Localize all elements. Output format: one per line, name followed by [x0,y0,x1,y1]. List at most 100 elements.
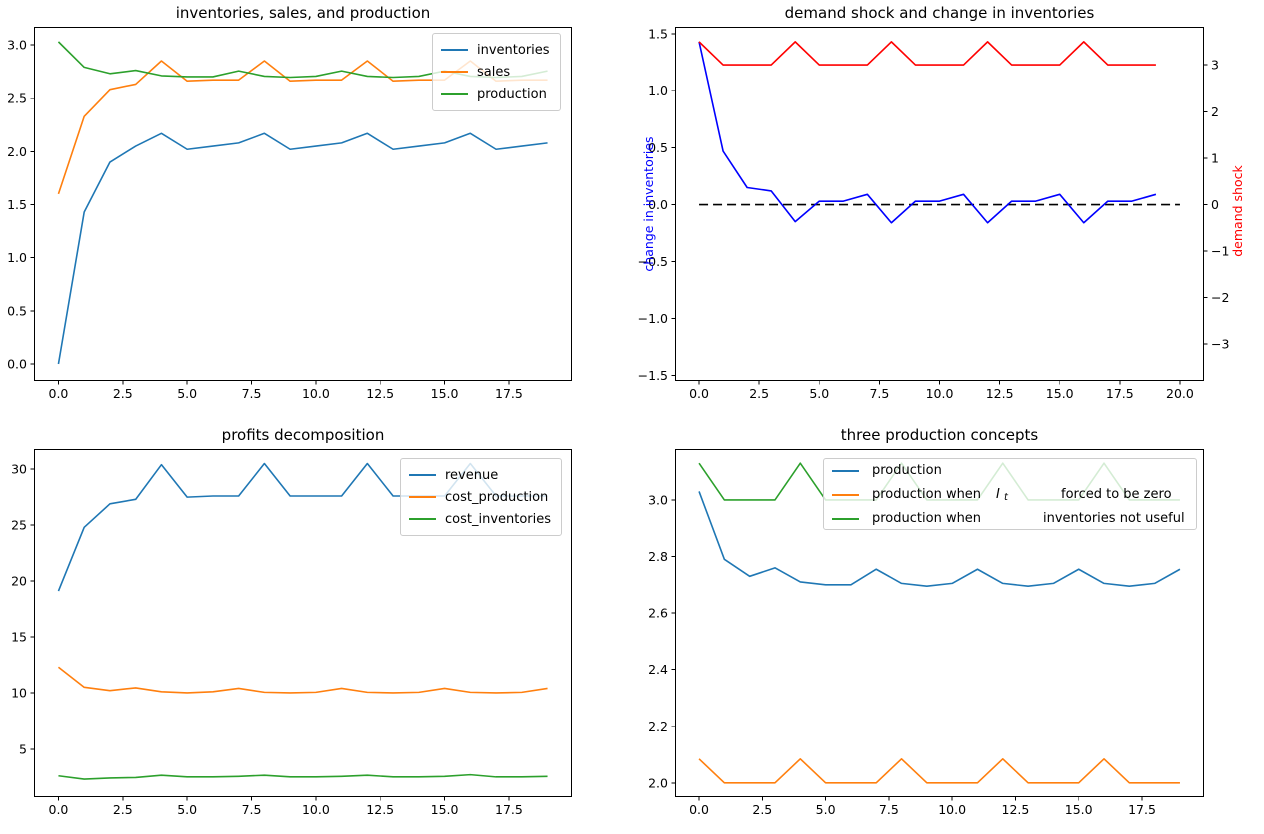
x-tick-label: 17.5 [1106,386,1134,401]
y-tick-label: 2.0 [648,775,668,790]
x-tick-label: 5.0 [177,386,197,401]
chart-title-three-production-concepts: three production concepts [840,426,1039,444]
legend-label: production when [872,511,982,526]
legend-label: production when [872,487,982,502]
x-tick-label: 10.0 [938,802,966,817]
x-tick-label: 0.0 [689,386,709,401]
legend-math-t: t [1004,492,1008,503]
series-inventories [57,132,548,365]
x-tick-label: 2.5 [113,386,133,401]
legend-line-sample [441,93,468,95]
y-tick-label: 1.5 [648,26,668,41]
legend-label: inventories not useful [1043,511,1185,526]
y-tick-label: 2.4 [648,662,668,677]
x-tick-label: 15.0 [1046,386,1074,401]
y-tick-label: 0.5 [7,303,27,318]
legend-line-sample [832,518,859,520]
x-tick-label: 2.5 [113,802,133,817]
legend-label: sales [477,64,511,80]
x-tick-label: 15.0 [431,802,459,817]
legend-label: forced to be zero [1061,487,1172,502]
x-tick-label: 7.5 [879,802,899,817]
chart-demand-shock-change-inventories: 0.0 2.5 5.0 7.5 10.0 12.5 15.0 17.5 20.0 −1.5 −1.0… [638,26,1230,401]
x-tick-label: 7.5 [242,386,262,401]
legend-inventories-sales-production: inventories sales production [432,33,561,111]
y-tick-label: 2.6 [648,606,668,621]
x-tick-label: 5.0 [816,802,836,817]
x-tick-label: 20.0 [1166,386,1194,401]
legend-label: production [872,463,942,478]
axes-frame [675,449,1204,797]
x-tick-label: 12.5 [366,802,394,817]
right-y-tick-label: 0 [1211,197,1219,212]
y-tick-label: 1.0 [648,83,668,98]
y-tick-label: 10 [11,685,27,700]
x-tick-label: 10.0 [926,386,954,401]
legend-item-production: production [441,83,550,105]
y-tick-label: 20 [11,574,27,589]
axes-frame [34,27,572,381]
y-tick-label: 30 [11,462,27,477]
legend-line-sample [832,470,859,472]
right-y-tick-label: 3 [1211,58,1219,73]
x-tick-label: 17.5 [495,386,523,401]
y-axis-label-demand-shock: demand shock [1230,165,1245,257]
chart-three-production-concepts: 0.0 2.5 5.0 7.5 10.0 12.5 15.0 17.5 2.0 2.2 2.4 2.6… [648,449,1204,817]
y-tick-label: 5 [19,741,27,756]
axes-frame [675,27,1204,381]
legend-label: cost_production [445,489,549,505]
legend-math-I: I [996,487,1000,502]
series-production-when-i-t-forced-to-be-zero [698,757,1180,784]
x-tick-label: 0.0 [689,802,709,817]
legend-line-sample [441,49,468,51]
y-tick-label: −1.5 [638,368,668,383]
chart-title-inventories-sales-production: inventories, sales, and production [175,4,431,22]
legend-item-cost-production: cost_production [409,486,551,508]
y-tick-label: −0.5 [638,254,668,269]
y-tick-label: 2.8 [648,549,668,564]
y-tick-label: 3.0 [648,492,668,507]
y-tick-label: 1.0 [7,250,27,265]
legend-item-revenue: revenue [409,464,551,486]
x-tick-label: 10.0 [302,386,330,401]
x-tick-label: 0.0 [49,802,69,817]
x-tick-label: 7.5 [869,386,889,401]
x-tick-label: 17.5 [1128,802,1156,817]
x-tick-label: 0.0 [49,386,69,401]
x-tick-label: 7.5 [242,802,262,817]
series-cost-inventories [58,773,548,780]
x-tick-label: 15.0 [1065,802,1093,817]
x-tick-label: 2.5 [749,386,769,401]
legend-profits-decomposition: revenue cost_production cost_inventories [400,458,563,536]
legend-label: cost_inventories [445,511,552,527]
series-demand-shock [698,41,1156,66]
x-tick-label: 5.0 [177,802,197,817]
legend-item-sales: sales [441,61,550,83]
x-tick-label: 15.0 [431,386,459,401]
legend-item-cost-inventories: cost_inventories [409,508,551,530]
right-y-tick-label: −3 [1211,336,1229,351]
legend-item-inventories: inventories [441,39,550,61]
x-tick-label: 12.5 [986,386,1014,401]
y-tick-label: 0.5 [648,140,668,155]
y-tick-label: 2.2 [648,719,668,734]
x-tick-label: 5.0 [809,386,829,401]
y-tick-label: −1.0 [638,311,668,326]
y-axis-label-change-in-inventories: change in inventories [641,136,656,272]
legend-line-sample [409,518,436,520]
chart-title-profits-decomposition: profits decomposition [221,426,385,444]
right-y-tick-label: −2 [1211,290,1229,305]
right-y-tick-label: 2 [1211,104,1219,119]
x-tick-label: 12.5 [1002,802,1030,817]
right-y-tick-label: 1 [1211,151,1219,166]
legend-label: production [477,86,547,102]
legend-line-sample [409,496,436,498]
legend-label: inventories [477,42,550,58]
legend-line-sample [832,494,859,496]
y-tick-label: 15 [11,629,27,644]
series-production [698,491,1181,588]
series-cost-production [57,666,548,694]
